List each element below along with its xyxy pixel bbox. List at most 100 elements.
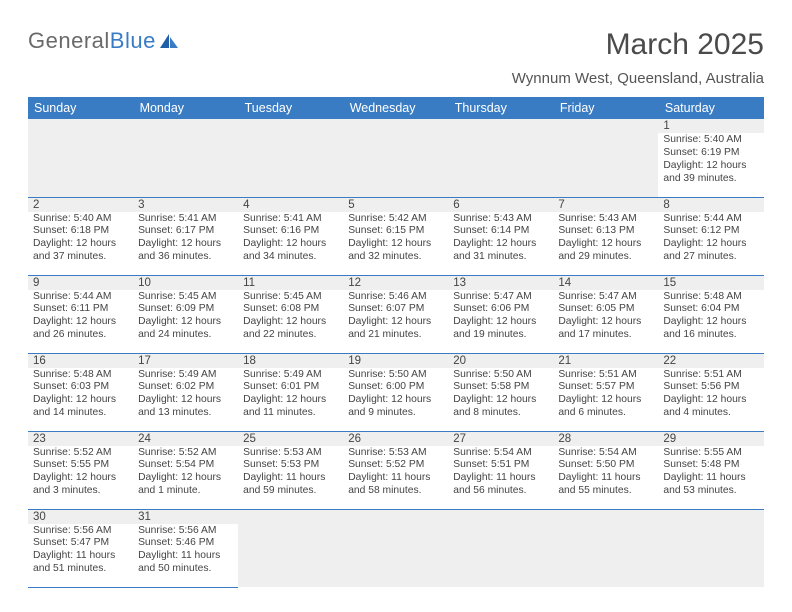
- calendar-day-cell: 23Sunrise: 5:52 AMSunset: 5:55 PMDayligh…: [28, 431, 133, 509]
- daylight-text: Daylight: 11 hours and 59 minutes.: [243, 472, 338, 498]
- sunset-text: Sunset: 6:18 PM: [33, 225, 128, 238]
- daylight-text: Daylight: 12 hours and 31 minutes.: [453, 238, 548, 264]
- sunrise-text: Sunrise: 5:48 AM: [33, 369, 128, 382]
- day-number: 19: [343, 354, 448, 368]
- day-number: 14: [553, 276, 658, 290]
- day-number: 6: [448, 198, 553, 212]
- sunset-text: Sunset: 5:50 PM: [558, 459, 653, 472]
- sunrise-text: Sunrise: 5:55 AM: [663, 447, 758, 460]
- sunrise-text: Sunrise: 5:56 AM: [138, 525, 233, 538]
- calendar-week-row: 16Sunrise: 5:48 AMSunset: 6:03 PMDayligh…: [28, 353, 764, 431]
- calendar-day-cell: 1Sunrise: 5:40 AMSunset: 6:19 PMDaylight…: [658, 119, 763, 197]
- day-info: Sunrise: 5:43 AMSunset: 6:13 PMDaylight:…: [558, 213, 653, 264]
- day-number: 5: [343, 198, 448, 212]
- calendar-day-cell: 15Sunrise: 5:48 AMSunset: 6:04 PMDayligh…: [658, 275, 763, 353]
- daylight-text: Daylight: 12 hours and 1 minute.: [138, 472, 233, 498]
- sunset-text: Sunset: 6:08 PM: [243, 303, 338, 316]
- calendar-table: SundayMondayTuesdayWednesdayThursdayFrid…: [28, 97, 764, 588]
- logo-text-2: Blue: [110, 28, 156, 54]
- sunrise-text: Sunrise: 5:45 AM: [138, 291, 233, 304]
- sunrise-text: Sunrise: 5:43 AM: [558, 213, 653, 226]
- sunrise-text: Sunrise: 5:56 AM: [33, 525, 128, 538]
- day-info: Sunrise: 5:41 AMSunset: 6:17 PMDaylight:…: [138, 213, 233, 264]
- calendar-day-cell: [238, 119, 343, 197]
- sunrise-text: Sunrise: 5:52 AM: [33, 447, 128, 460]
- daylight-text: Daylight: 12 hours and 16 minutes.: [663, 316, 758, 342]
- sunset-text: Sunset: 6:16 PM: [243, 225, 338, 238]
- calendar-week-row: 23Sunrise: 5:52 AMSunset: 5:55 PM Dayligh…: [28, 431, 764, 509]
- day-header: Tuesday: [238, 97, 343, 119]
- daylight-text: Daylight: 12 hours and 34 minutes.: [243, 238, 338, 264]
- calendar-day-cell: [658, 509, 763, 587]
- daylight-text: Daylight: 12 hours and 14 minutes.: [33, 394, 128, 420]
- calendar-day-cell: 9Sunrise: 5:44 AMSunset: 6:11 PMDaylight…: [28, 275, 133, 353]
- sunrise-text: Sunrise: 5:47 AM: [558, 291, 653, 304]
- title-block: March 2025 Wynnum West, Queensland, Aust…: [512, 28, 764, 93]
- logo-sail-icon: [159, 33, 179, 49]
- daylight-text: Daylight: 12 hours and 24 minutes.: [138, 316, 233, 342]
- sunset-text: Sunset: 6:06 PM: [453, 303, 548, 316]
- sunrise-text: Sunrise: 5:49 AM: [138, 369, 233, 382]
- day-info: Sunrise: 5:49 AMSunset: 6:01 PMDaylight:…: [243, 369, 338, 420]
- daylight-text: Daylight: 12 hours and 39 minutes.: [663, 160, 758, 186]
- day-number: 8: [658, 198, 763, 212]
- sunrise-text: Sunrise: 5:41 AM: [138, 213, 233, 226]
- daylight-text: Daylight: 12 hours and 19 minutes.: [453, 316, 548, 342]
- day-info: Sunrise: 5:42 AMSunset: 6:15 PMDaylight:…: [348, 213, 443, 264]
- calendar-day-cell: 5Sunrise: 5:42 AMSunset: 6:15 PMDaylight…: [343, 197, 448, 275]
- calendar-day-cell: [343, 509, 448, 587]
- day-number: 23: [28, 432, 133, 446]
- day-info: Sunrise: 5:52 AMSunset: 5:54 PMDaylight:…: [138, 447, 233, 498]
- daylight-text: Daylight: 12 hours and 32 minutes.: [348, 238, 443, 264]
- calendar-day-cell: 27Sunrise: 5:54 AMSunset: 5:51 PMDayligh…: [448, 431, 553, 509]
- sunrise-text: Sunrise: 5:51 AM: [663, 369, 758, 382]
- sunrise-text: Sunrise: 5:41 AM: [243, 213, 338, 226]
- day-number: 11: [238, 276, 343, 290]
- day-number: 30: [28, 510, 133, 524]
- day-info: Sunrise: 5:50 AMSunset: 6:00 PMDaylight:…: [348, 369, 443, 420]
- sunset-text: Sunset: 6:07 PM: [348, 303, 443, 316]
- calendar-day-cell: 18Sunrise: 5:49 AMSunset: 6:01 PMDayligh…: [238, 353, 343, 431]
- sunset-text: Sunset: 6:03 PM: [33, 381, 128, 394]
- day-number: 27: [448, 432, 553, 446]
- sunrise-text: Sunrise: 5:50 AM: [348, 369, 443, 382]
- daylight-text: Daylight: 12 hours and 29 minutes.: [558, 238, 653, 264]
- day-number: 7: [553, 198, 658, 212]
- calendar-day-cell: [133, 119, 238, 197]
- day-info: Sunrise: 5:51 AMSunset: 5:56 PMDaylight:…: [663, 369, 758, 420]
- daylight-text: Daylight: 11 hours and 53 minutes.: [663, 472, 758, 498]
- sunset-text: Sunset: 5:47 PM: [33, 537, 128, 550]
- sunset-text: Sunset: 5:54 PM: [138, 459, 233, 472]
- day-number: 18: [238, 354, 343, 368]
- calendar-day-cell: 19Sunrise: 5:50 AMSunset: 6:00 PMDayligh…: [343, 353, 448, 431]
- calendar-day-cell: 24Sunrise: 5:52 AMSunset: 5:54 PMDayligh…: [133, 431, 238, 509]
- calendar-day-cell: [238, 509, 343, 587]
- sunset-text: Sunset: 6:12 PM: [663, 225, 758, 238]
- sunrise-text: Sunrise: 5:54 AM: [453, 447, 548, 460]
- daylight-text: Daylight: 11 hours and 56 minutes.: [453, 472, 548, 498]
- day-number: 2: [28, 198, 133, 212]
- calendar-day-cell: 30Sunrise: 5:56 AMSunset: 5:47 PMDayligh…: [28, 509, 133, 587]
- sunset-text: Sunset: 5:55 PM: [33, 459, 128, 472]
- day-info: Sunrise: 5:49 AMSunset: 6:02 PMDaylight:…: [138, 369, 233, 420]
- day-header: Saturday: [658, 97, 763, 119]
- location-text: Wynnum West, Queensland, Australia: [512, 70, 764, 87]
- sunrise-text: Sunrise: 5:49 AM: [243, 369, 338, 382]
- calendar-day-cell: 4Sunrise: 5:41 AMSunset: 6:16 PMDaylight…: [238, 197, 343, 275]
- day-number: 10: [133, 276, 238, 290]
- day-header: Wednesday: [343, 97, 448, 119]
- daylight-text: Daylight: 12 hours and 26 minutes.: [33, 316, 128, 342]
- calendar-day-cell: [343, 119, 448, 197]
- daylight-text: Daylight: 12 hours and 37 minutes.: [33, 238, 128, 264]
- sunset-text: Sunset: 6:05 PM: [558, 303, 653, 316]
- day-number: 26: [343, 432, 448, 446]
- sunset-text: Sunset: 6:19 PM: [663, 147, 758, 160]
- calendar-day-cell: 31Sunrise: 5:56 AMSunset: 5:46 PMDayligh…: [133, 509, 238, 587]
- day-number: 15: [658, 276, 763, 290]
- calendar-day-cell: 22Sunrise: 5:51 AMSunset: 5:56 PMDayligh…: [658, 353, 763, 431]
- day-number: 1: [658, 119, 763, 133]
- day-number: 29: [658, 432, 763, 446]
- sunrise-text: Sunrise: 5:53 AM: [243, 447, 338, 460]
- calendar-day-cell: 16Sunrise: 5:48 AMSunset: 6:03 PMDayligh…: [28, 353, 133, 431]
- day-header: Friday: [553, 97, 658, 119]
